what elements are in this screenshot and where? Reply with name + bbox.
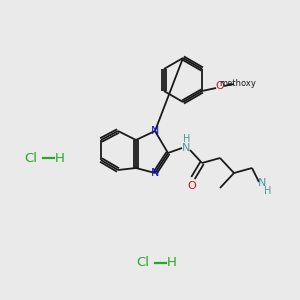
Text: N: N	[182, 143, 190, 153]
Text: H: H	[264, 186, 272, 196]
Text: N: N	[151, 126, 159, 136]
Text: H: H	[183, 134, 191, 144]
Text: methoxy: methoxy	[220, 79, 256, 88]
Text: Cl: Cl	[136, 256, 149, 269]
Text: H: H	[55, 152, 65, 164]
Text: N: N	[151, 168, 159, 178]
Text: N: N	[258, 178, 266, 188]
Text: Cl: Cl	[25, 152, 38, 164]
Text: O: O	[216, 81, 224, 91]
Text: O: O	[188, 181, 196, 191]
Text: H: H	[167, 256, 177, 269]
